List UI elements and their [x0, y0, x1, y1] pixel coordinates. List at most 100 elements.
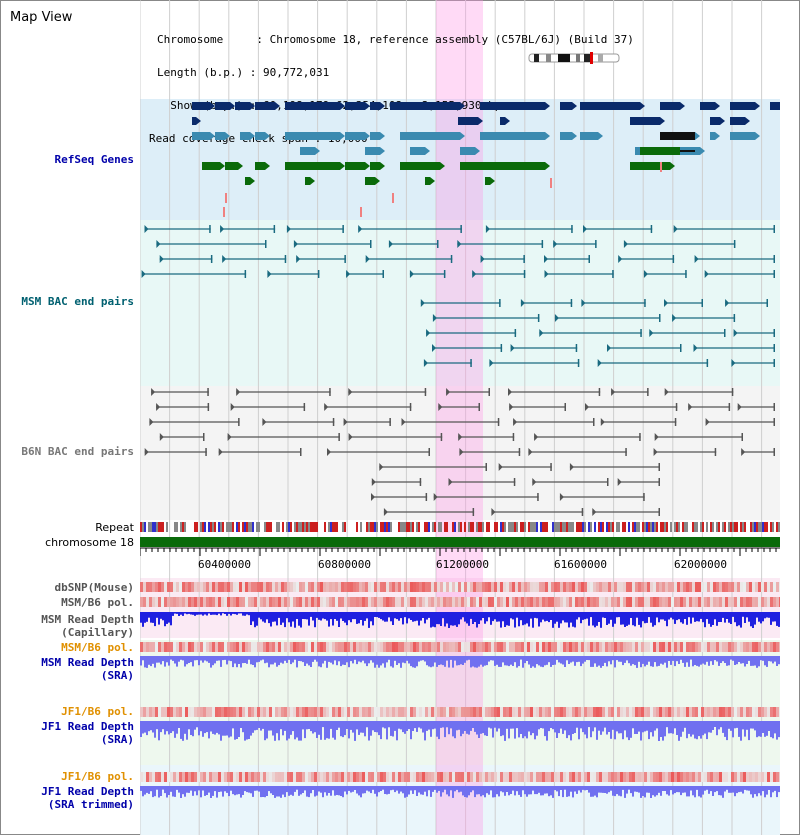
msm-b6-pol-cell — [302, 642, 305, 652]
msm-b6-pol-cell — [281, 642, 284, 652]
gene-strand-arrow — [220, 162, 225, 170]
repeat-block — [682, 522, 684, 532]
jf1-b6-pol-cell — [680, 707, 683, 717]
jf1-depth-trim-bar — [256, 786, 258, 791]
msm-depth-cap-bar — [340, 612, 342, 619]
jf1-depth-sra-bar — [568, 721, 570, 736]
jf1-b6-pol-cell — [494, 707, 497, 717]
jf1-depth-sra-bar — [386, 721, 388, 740]
msm-b6-pol-cell — [695, 642, 698, 652]
jf1-depth-sra-bar — [464, 721, 466, 731]
msm-b6-pol-cell — [458, 642, 461, 652]
jf1-b6-pol-cell — [530, 772, 533, 782]
jf1-depth-trim-bar — [752, 786, 754, 798]
msm-depth-sra-bar — [720, 656, 722, 663]
jf1-b6-pol-cell — [713, 707, 716, 717]
msm-b6-pol-cell — [266, 642, 269, 652]
msm-depth-sra-bar — [596, 656, 598, 667]
jf1-b6-pol-cell — [314, 707, 317, 717]
repeat-block — [634, 522, 636, 532]
msm-depth-cap-bar — [588, 612, 590, 626]
jf1-b6-pol-cell — [320, 707, 323, 717]
jf1-depth-sra-bar — [622, 721, 624, 740]
jf1-b6-pol-cell — [395, 707, 398, 717]
label-b6n-bac[interactable]: B6N BAC end pairs — [21, 445, 134, 458]
b6n-bac-end — [658, 463, 660, 471]
jf1-b6-pol-cell — [404, 707, 407, 717]
jf1-b6-pol-cell — [704, 707, 707, 717]
jf1-b6-pol-cell — [254, 707, 257, 717]
jf1-b6-pol-cell — [593, 707, 596, 717]
msm-bac-end — [643, 270, 648, 278]
jf1-depth-trim-bar — [524, 786, 526, 795]
msm-bac-end — [725, 299, 730, 307]
msm-depth-sra-bar — [690, 656, 692, 660]
repeat-block — [686, 522, 688, 532]
msm-b6-pol-cell — [647, 642, 650, 652]
msm-depth-sra-bar — [302, 656, 304, 663]
msm-bac-end — [577, 359, 580, 367]
msm-depth-sra-bar — [252, 656, 254, 665]
msm-depth-sra-bar — [736, 656, 738, 665]
jf1-b6-pol-cell — [329, 707, 332, 717]
msm-depth-cap-bar — [264, 612, 266, 623]
jf1-b6-pol-cell — [449, 772, 452, 782]
repeat-block — [716, 522, 718, 532]
repeat-block — [642, 522, 644, 532]
msm-depth-cap-bar — [498, 612, 500, 622]
msm-b6-pol-cell — [365, 642, 368, 652]
jf1-b6-pol-cell — [653, 772, 656, 782]
dbsnp-density-cell — [638, 582, 641, 592]
jf1-depth-trim-bar — [722, 786, 724, 798]
gene-strand-arrow — [315, 147, 320, 155]
msm-depth-sra-bar — [146, 656, 148, 668]
msm-depth-sra-bar — [186, 656, 188, 665]
chromosome-ideogram[interactable] — [528, 52, 622, 64]
gene-strand-arrow — [720, 117, 725, 125]
msm-b6-pol-cell — [770, 642, 773, 652]
jf1-depth-trim-bar — [500, 786, 502, 792]
dbsnp-density-cell — [632, 582, 635, 592]
b6n-bac-end — [513, 418, 518, 426]
label-msm-bac[interactable]: MSM BAC end pairs — [21, 295, 134, 308]
repeat-block — [616, 522, 618, 532]
jf1-depth-trim-bar — [394, 786, 396, 793]
msm-b6-pol-cell — [191, 597, 194, 607]
dbsnp-density-cell — [419, 582, 422, 592]
msm-depth-sra-bar — [388, 656, 390, 660]
msm-depth-sra-bar — [574, 656, 576, 666]
jf1-depth-sra-bar — [736, 721, 738, 728]
msm-b6-pol-cell — [299, 642, 302, 652]
msm-b6-pol-cell — [230, 597, 233, 607]
label-refseq-genes[interactable]: RefSeq Genes — [54, 153, 134, 166]
track-canvas[interactable] — [140, 0, 780, 835]
jf1-b6-pol-cell — [515, 772, 518, 782]
refseq-marker — [360, 207, 362, 217]
b6n-bac-end — [741, 433, 743, 441]
jf1-depth-trim-bar — [588, 786, 590, 793]
msm-depth-sra-bar — [354, 656, 356, 660]
jf1-depth-sra-bar — [648, 721, 650, 740]
dbsnp-density-cell — [437, 582, 440, 592]
jf1-depth-sra-bar — [466, 721, 468, 734]
msm-depth-sra-bar — [744, 656, 746, 667]
jf1-depth-trim-bar — [462, 786, 464, 796]
msm-b6-pol-cell — [158, 597, 161, 607]
dbsnp-density-cell — [758, 582, 761, 592]
b6n-bac-end — [218, 448, 223, 456]
msm-b6-pol-cell — [605, 642, 608, 652]
jf1-depth-sra-bar — [616, 721, 618, 732]
gene-exon — [730, 132, 755, 140]
msm-b6-pol-cell — [566, 597, 569, 607]
msm-b6-pol-cell — [605, 597, 608, 607]
jf1-depth-sra-bar — [328, 721, 330, 739]
dbsnp-density-cell — [293, 582, 296, 592]
jf1-depth-trim-bar — [696, 786, 698, 790]
jf1-depth-trim-bar — [774, 786, 776, 791]
dbsnp-density-cell — [635, 582, 638, 592]
jf1-b6-pol-cell — [248, 772, 251, 782]
msm-b6-pol-cell — [608, 597, 611, 607]
jf1-depth-trim-bar — [698, 786, 700, 797]
jf1-depth-sra-bar — [730, 721, 732, 731]
msm-depth-cap-bar — [746, 612, 748, 618]
